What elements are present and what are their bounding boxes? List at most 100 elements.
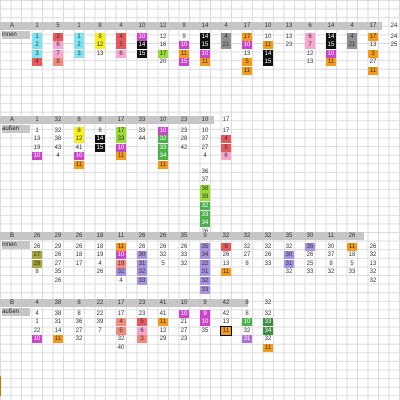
schedule-cell[interactable]: 36 — [75, 319, 83, 326]
schedule-cell[interactable]: 5 — [116, 41, 126, 50]
schedule-cell[interactable]: 8 — [35, 269, 39, 276]
header-number[interactable]: 10 — [159, 117, 167, 123]
header-number[interactable]: 1 — [35, 117, 39, 123]
schedule-cell[interactable]: 12 — [74, 135, 84, 144]
schedule-cell[interactable]: 10 — [200, 318, 210, 327]
header-number[interactable]: 8 — [98, 117, 102, 123]
schedule-cell[interactable]: 27 — [369, 59, 377, 66]
header-number[interactable]: 32 — [264, 300, 272, 306]
schedule-cell[interactable]: 17 — [368, 32, 378, 41]
header-number[interactable]: 9 — [203, 233, 207, 239]
schedule-cell[interactable]: 5 — [116, 326, 126, 335]
schedule-cell[interactable]: 26 — [138, 243, 146, 250]
schedule-cell[interactable]: 12 — [306, 50, 314, 57]
schedule-cell[interactable]: 23 — [138, 310, 146, 317]
schedule-cell[interactable]: 38 — [200, 184, 210, 193]
schedule-cell[interactable]: 26 — [33, 243, 41, 250]
header-number[interactable]: 26 — [159, 233, 167, 239]
header-number[interactable]: 24 — [390, 23, 398, 29]
block-id[interactable]: B — [10, 233, 15, 239]
schedule-cell[interactable]: 9 — [221, 242, 231, 251]
schedule-cell[interactable]: 13 — [285, 33, 293, 40]
header-number[interactable]: 4 — [35, 300, 39, 306]
schedule-cell[interactable]: 17 — [222, 127, 230, 134]
schedule-cell[interactable]: 22 — [33, 327, 41, 334]
schedule-cell[interactable]: 15 — [137, 49, 147, 58]
schedule-cell[interactable]: 24 — [390, 33, 398, 40]
schedule-cell[interactable]: 15 — [263, 58, 273, 67]
schedule-cell[interactable]: 33 — [158, 143, 168, 152]
schedule-cell[interactable]: 25 — [306, 260, 314, 267]
schedule-cell[interactable]: 11 — [179, 49, 189, 58]
schedule-cell[interactable]: 4 — [98, 260, 102, 267]
schedule-cell[interactable]: 10 — [200, 49, 210, 58]
header-number[interactable]: 22 — [96, 300, 104, 306]
header-number[interactable]: 29 — [54, 233, 62, 239]
schedule-cell[interactable]: 11 — [53, 335, 63, 344]
schedule-cell[interactable]: 4 — [347, 32, 357, 41]
schedule-cell[interactable]: 27 — [180, 327, 188, 334]
header-number[interactable]: 35 — [285, 233, 293, 239]
schedule-cell[interactable]: 29 — [54, 243, 62, 250]
schedule-cell[interactable]: 34 — [158, 152, 168, 161]
schedule-cell[interactable]: 10 — [116, 251, 126, 260]
header-number[interactable]: 10 — [201, 117, 209, 123]
schedule-cell[interactable]: 9 — [200, 309, 210, 318]
schedule-cell[interactable]: 14 — [200, 32, 210, 41]
schedule-cell[interactable]: 29 — [159, 336, 167, 343]
schedule-cell[interactable]: 10 — [264, 33, 272, 40]
schedule-cell[interactable]: 30 — [137, 251, 147, 260]
schedule-cell[interactable]: 43 — [54, 144, 62, 151]
schedule-cell[interactable]: 42 — [222, 310, 230, 317]
schedule-cell[interactable]: 14 — [54, 327, 62, 334]
schedule-cell[interactable]: 39 — [96, 319, 104, 326]
schedule-cell[interactable]: 11 — [158, 161, 168, 169]
header-number[interactable]: 42 — [222, 300, 230, 306]
schedule-cell[interactable]: 12 — [159, 33, 167, 40]
schedule-cell[interactable]: 14 — [263, 49, 273, 58]
schedule-cell[interactable]: 17 — [116, 126, 126, 135]
schedule-cell[interactable]: 26 — [306, 252, 314, 259]
header-number[interactable]: 10 — [264, 23, 272, 29]
schedule-cell[interactable]: 5 — [221, 143, 231, 152]
block-id[interactable]: A — [10, 117, 15, 123]
schedule-cell[interactable]: 5 — [137, 318, 147, 327]
schedule-cell[interactable]: 26 — [180, 243, 188, 250]
schedule-cell[interactable]: 10 — [74, 152, 84, 161]
schedule-cell[interactable]: 32 — [264, 310, 272, 317]
schedule-cell[interactable]: 27 — [54, 260, 62, 267]
header-number[interactable]: 11 — [117, 233, 125, 239]
schedule-cell[interactable]: 12 — [159, 327, 167, 334]
schedule-cell[interactable]: 15 — [179, 58, 189, 67]
schedule-cell[interactable]: 11 — [263, 344, 273, 352]
header-number[interactable]: 10 — [138, 23, 146, 29]
schedule-cell[interactable]: 11 — [74, 161, 84, 169]
schedule-cell[interactable]: 32 — [243, 327, 251, 334]
schedule-cell[interactable]: 32 — [285, 243, 293, 250]
schedule-cell[interactable]: 32 — [264, 243, 272, 250]
schedule-cell[interactable]: 26 — [200, 228, 210, 236]
header-number[interactable]: 23 — [138, 300, 146, 306]
schedule-cell[interactable]: 4 — [116, 32, 126, 41]
schedule-cell[interactable]: 23 — [180, 127, 188, 134]
schedule-cell[interactable]: 1 — [35, 319, 39, 326]
schedule-cell[interactable]: 33 — [348, 269, 356, 276]
schedule-cell[interactable]: 4 — [32, 58, 42, 67]
header-number[interactable]: 17 — [117, 300, 125, 306]
schedule-cell[interactable]: 7 — [305, 41, 315, 50]
header-number[interactable]: 32 — [222, 233, 230, 239]
schedule-cell[interactable]: 4 — [56, 153, 60, 160]
schedule-cell[interactable]: 13 — [369, 260, 377, 267]
header-number[interactable]: 33 — [138, 117, 146, 123]
schedule-cell[interactable]: 13 — [306, 59, 314, 66]
schedule-cell[interactable]: 15 — [326, 41, 336, 50]
schedule-cell[interactable]: 36 — [201, 168, 209, 175]
schedule-cell[interactable]: 28 — [180, 136, 188, 143]
schedule-cell[interactable]: 35 — [305, 242, 315, 251]
schedule-cell[interactable]: 3 — [368, 49, 378, 58]
schedule-cell[interactable]: 1 — [35, 127, 39, 134]
header-number[interactable]: 30 — [306, 233, 314, 239]
schedule-cell[interactable]: 7 — [53, 49, 63, 58]
schedule-cell[interactable]: 6 — [221, 152, 231, 161]
schedule-cell[interactable]: 32 — [158, 135, 168, 144]
